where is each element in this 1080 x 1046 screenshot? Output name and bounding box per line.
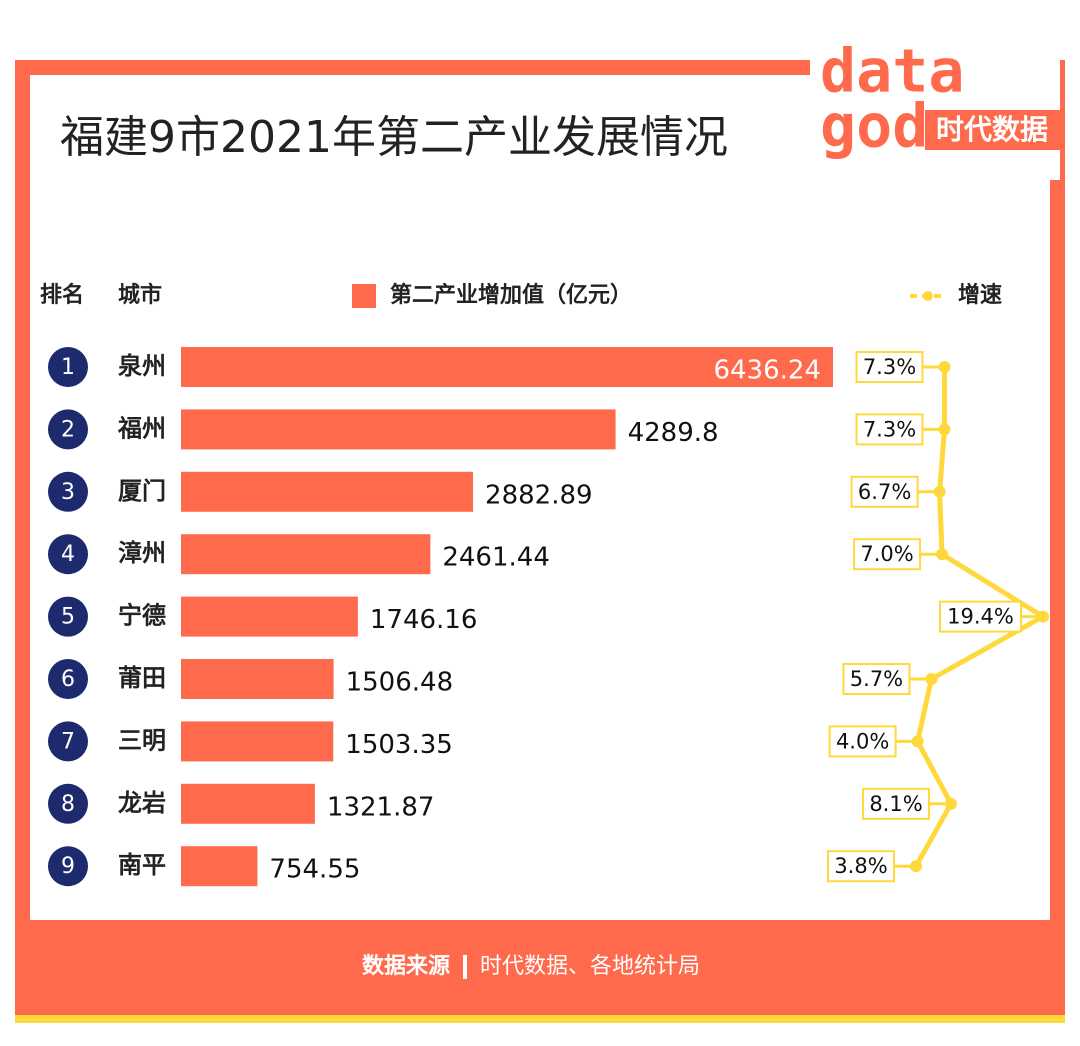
label-box [842, 663, 911, 695]
divider [463, 955, 467, 979]
label-box [855, 351, 924, 383]
bar [181, 596, 358, 637]
bar [181, 347, 833, 387]
growth-point [945, 797, 958, 810]
bottom-strip [15, 1015, 1065, 1023]
rank-badge [48, 409, 88, 450]
rank-badge [48, 659, 88, 699]
value-label: 4289.8 [628, 418, 719, 448]
source-label: 数据来源 [362, 953, 450, 979]
rank-label: 1 [61, 355, 75, 380]
growth-label: 6.7% [858, 480, 911, 504]
value-label: 6436.24 [713, 356, 821, 386]
label-box [850, 475, 919, 508]
bar [181, 534, 431, 575]
bar [181, 721, 334, 762]
logo-bg [810, 30, 1060, 180]
growth-label: 7.0% [860, 542, 913, 566]
growth-point [936, 548, 949, 561]
bar [181, 471, 474, 512]
label-box [855, 413, 924, 446]
value-label: 2882.89 [485, 480, 593, 510]
rank-badge [48, 721, 88, 762]
growth-point [938, 361, 951, 373]
legend-label: 第二产业增加值（亿元） [390, 282, 632, 308]
value-label: 1506.48 [346, 668, 454, 698]
value-label: 1746.16 [370, 605, 478, 635]
rank-badge [48, 783, 88, 824]
legend-label: 增速 [958, 282, 1002, 308]
value-label: 1321.87 [327, 792, 435, 822]
city-label: 龙岩 [118, 789, 166, 817]
rank-badge [48, 471, 88, 512]
bar [181, 659, 334, 699]
column-header: 排名 [40, 282, 84, 308]
value-label: 754.55 [269, 855, 360, 885]
growth-label: 8.1% [869, 792, 922, 816]
city-label: 三明 [118, 726, 166, 754]
label-box [853, 538, 922, 571]
growth-label: 7.3% [863, 355, 916, 379]
growth-label: 7.3% [863, 417, 916, 441]
bar [181, 783, 315, 824]
rank-label: 6 [61, 667, 75, 692]
growth-point [925, 673, 938, 685]
growth-label: 4.0% [836, 729, 889, 753]
growth-point [911, 735, 924, 748]
label-box [828, 725, 897, 758]
city-label: 厦门 [118, 477, 166, 505]
value-label: 1503.35 [345, 730, 453, 760]
rank-label: 9 [61, 854, 75, 879]
rank-badge [48, 846, 88, 887]
rank-label: 2 [61, 417, 75, 442]
rank-label: 7 [61, 729, 75, 754]
logo-text: 时代数据 [936, 113, 1048, 146]
label-box [939, 600, 1022, 633]
city-label: 南平 [118, 851, 166, 879]
city-label: 福州 [117, 414, 166, 442]
legend-swatch [352, 284, 376, 308]
source-text: 时代数据、各地统计局 [480, 954, 700, 979]
chart-title: 福建9市2021年第二产业发展情况 [60, 112, 728, 163]
rank-label: 3 [61, 480, 75, 505]
value-label: 2461.44 [442, 543, 550, 573]
rank-badge [48, 534, 88, 575]
growth-point [1037, 610, 1049, 623]
rank-badge [48, 596, 88, 637]
column-header: 城市 [118, 282, 162, 308]
growth-point [938, 423, 951, 436]
logo-text: data [820, 37, 965, 107]
logo-box [925, 110, 1060, 150]
growth-label: 3.8% [834, 854, 887, 878]
city-label: 泉州 [118, 352, 166, 380]
rank-label: 8 [61, 792, 75, 817]
label-box [827, 850, 895, 883]
label-box [862, 787, 931, 820]
rank-badge [48, 347, 88, 387]
city-label: 漳州 [118, 539, 166, 567]
growth-point [910, 860, 922, 873]
bar [181, 846, 258, 887]
logo-text: god [820, 92, 928, 162]
legend-dot [923, 291, 933, 301]
bar [181, 409, 616, 450]
growth-label: 19.4% [947, 605, 1014, 629]
city-label: 宁德 [118, 602, 166, 630]
growth-label: 5.7% [850, 667, 903, 691]
growth-point [933, 485, 946, 498]
rank-label: 4 [61, 542, 75, 567]
city-label: 莆田 [118, 664, 166, 692]
rank-label: 5 [61, 605, 75, 630]
